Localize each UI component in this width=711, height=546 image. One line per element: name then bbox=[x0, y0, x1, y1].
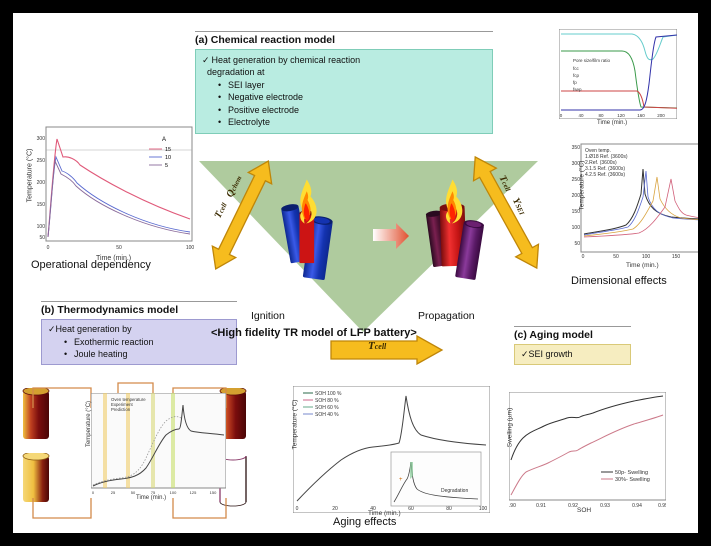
svg-text:4.2.5 Ref. (3600s): 4.2.5 Ref. (3600s) bbox=[585, 172, 625, 178]
svg-text:100: 100 bbox=[479, 506, 488, 512]
svg-text:Degradation: Degradation bbox=[441, 488, 468, 494]
svg-text:50p- Swelling: 50p- Swelling bbox=[615, 470, 648, 476]
svg-text:+: + bbox=[399, 477, 403, 483]
svg-text:150: 150 bbox=[210, 490, 217, 495]
svg-text:0.91: 0.91 bbox=[536, 503, 546, 509]
svg-text:50: 50 bbox=[613, 254, 619, 260]
svg-text:0: 0 bbox=[582, 254, 585, 260]
svg-text:0: 0 bbox=[296, 506, 299, 512]
svg-text:80: 80 bbox=[598, 113, 604, 118]
svg-text:SOH 100 %: SOH 100 % bbox=[315, 391, 342, 397]
svg-text:SOH 60 %: SOH 60 % bbox=[315, 405, 339, 411]
svg-text:200: 200 bbox=[657, 113, 665, 118]
svg-text:50: 50 bbox=[574, 241, 580, 247]
svg-text:fsep: fsep bbox=[573, 87, 582, 92]
svg-text:fcc: fcc bbox=[573, 66, 580, 71]
svg-text:125: 125 bbox=[190, 490, 197, 495]
svg-text:100: 100 bbox=[642, 254, 651, 260]
svg-text:100: 100 bbox=[170, 490, 177, 495]
svg-text:0.90: 0.90 bbox=[509, 503, 516, 509]
svg-text:SOH 80 %: SOH 80 % bbox=[315, 398, 339, 404]
svg-text:0.95: 0.95 bbox=[658, 503, 666, 509]
svg-text:0.94: 0.94 bbox=[632, 503, 642, 509]
svg-text:40: 40 bbox=[578, 113, 584, 118]
svg-text:30%- Swelling: 30%- Swelling bbox=[615, 477, 650, 483]
svg-text:Prediction: Prediction bbox=[111, 407, 131, 412]
svg-text:0: 0 bbox=[92, 490, 95, 495]
svg-text:fcp: fcp bbox=[573, 73, 580, 78]
svg-text:Pore size/film ratio: Pore size/film ratio bbox=[573, 58, 611, 63]
svg-text:25: 25 bbox=[111, 490, 116, 495]
svg-text:20: 20 bbox=[332, 506, 338, 512]
svg-text:80: 80 bbox=[446, 506, 452, 512]
svg-text:fp: fp bbox=[573, 80, 577, 85]
svg-text:160: 160 bbox=[637, 113, 645, 118]
svg-text:150: 150 bbox=[672, 254, 681, 260]
svg-text:120: 120 bbox=[617, 113, 625, 118]
svg-text:60: 60 bbox=[408, 506, 414, 512]
svg-text:0.93: 0.93 bbox=[600, 503, 610, 509]
svg-text:SOH 40 %: SOH 40 % bbox=[315, 412, 339, 418]
